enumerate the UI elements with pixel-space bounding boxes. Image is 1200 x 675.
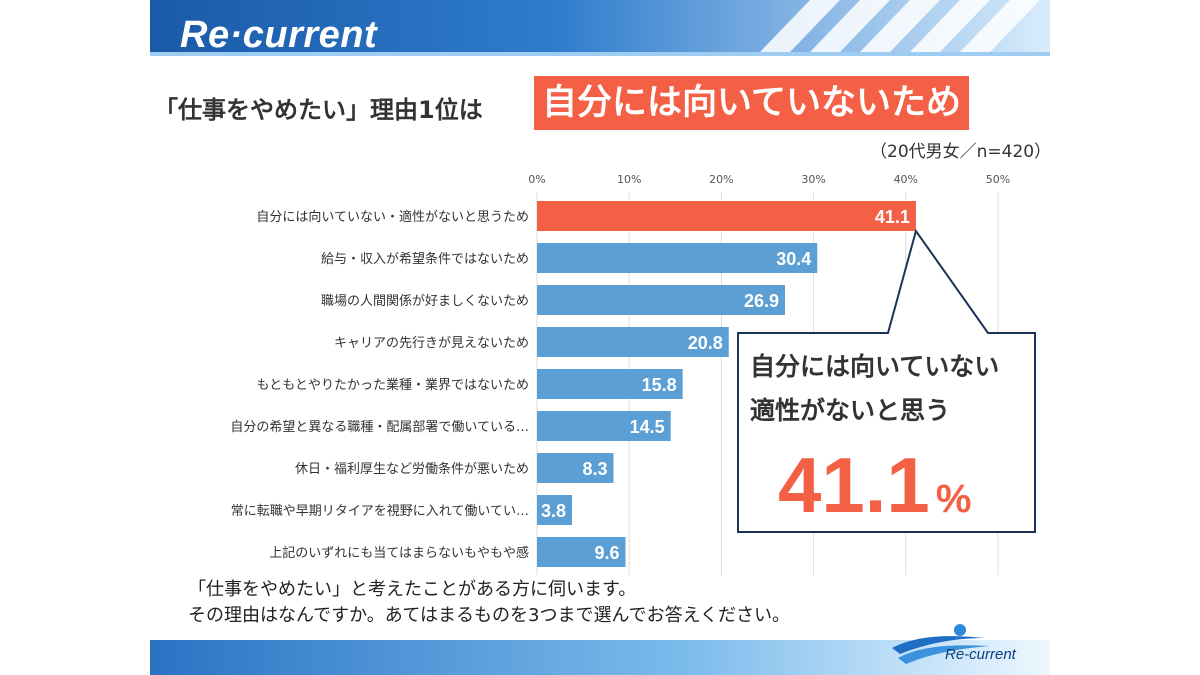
category-label: 上記のいずれにも当てはまらないもやもや感: [269, 545, 529, 561]
brand-logo-text: Re·current: [180, 14, 378, 56]
x-tick-label: 10%: [617, 173, 641, 186]
bar: [537, 495, 573, 525]
x-tick-label: 40%: [894, 173, 918, 186]
callout-text: 自分には向いていない 適性がないと思う: [750, 345, 1030, 433]
question-line-1: 「仕事をやめたい」と考えたことがある方に伺います。: [188, 579, 637, 600]
question-line-2: その理由はなんですか。あてはまるものを3つまで選んでお答えください。: [188, 605, 791, 626]
bar: [537, 201, 916, 231]
sample-note: （20代男女／n=420）: [870, 142, 1050, 162]
value-label: 14.5: [630, 417, 665, 437]
value-label: 20.8: [688, 333, 723, 353]
category-label: もともとやりたかった業種・業界ではないため: [257, 377, 529, 393]
x-tick-label: 30%: [801, 173, 825, 186]
x-tick-label: 0%: [528, 173, 545, 186]
category-label: キャリアの先行きが見えないため: [334, 336, 529, 351]
bar: [537, 537, 626, 567]
callout-line-1: 自分には向いていない: [750, 352, 1000, 381]
survey-question: 「仕事をやめたい」と考えたことがある方に伺います。 その理由はなんですか。あては…: [188, 577, 790, 629]
value-label: 8.3: [582, 459, 607, 479]
x-tick-label: 20%: [709, 173, 733, 186]
value-label: 30.4: [776, 249, 811, 269]
value-label: 3.8: [541, 501, 566, 521]
callout-big-value: 41.1%: [778, 440, 971, 531]
category-label: 自分の希望と異なる職種・配属部署で働いている…: [230, 419, 529, 435]
category-label: 給与・収入が希望条件ではないため: [321, 251, 529, 267]
title-highlight: 自分には向いていないため: [534, 76, 969, 130]
value-label: 9.6: [594, 543, 619, 563]
callout-bubble: [737, 228, 1036, 533]
slide: Re·current 「仕事をやめたい」理由1位は 自分には向いていないため （…: [150, 0, 1050, 675]
bar-chart: 0% 10% 20% 30% 40% 50% 自分には向いていない・適性がないと思うため 41…: [230, 173, 1036, 575]
footer-logo-text: Re-current: [945, 646, 1016, 663]
title-prefix: 「仕事をやめたい」理由1位は: [154, 96, 483, 124]
wave-logo-icon: [892, 624, 990, 664]
value-label: 26.9: [744, 291, 779, 311]
category-label: 常に転職や早期リタイアを視野に入れて働いてい…: [231, 504, 529, 519]
bar: [537, 369, 683, 399]
category-label: 休日・福利厚生など労働条件が悪いため: [295, 461, 529, 477]
bar: [537, 243, 818, 273]
bar: [537, 327, 729, 357]
x-tick-label: 50%: [986, 173, 1010, 186]
value-label: 41.1: [875, 207, 910, 227]
bar: [537, 285, 786, 315]
bar: [537, 453, 614, 483]
category-label: 自分には向いていない・適性がないと思うため: [256, 209, 529, 225]
value-label: 15.8: [642, 375, 677, 395]
category-label: 職場の人間関係が好ましくないため: [321, 294, 529, 309]
callout-value: 41.1: [778, 441, 930, 529]
callout-unit: %: [935, 477, 972, 521]
header-band: [150, 0, 1050, 72]
callout-line-2: 適性がないと思う: [750, 396, 951, 425]
bar: [537, 411, 671, 441]
